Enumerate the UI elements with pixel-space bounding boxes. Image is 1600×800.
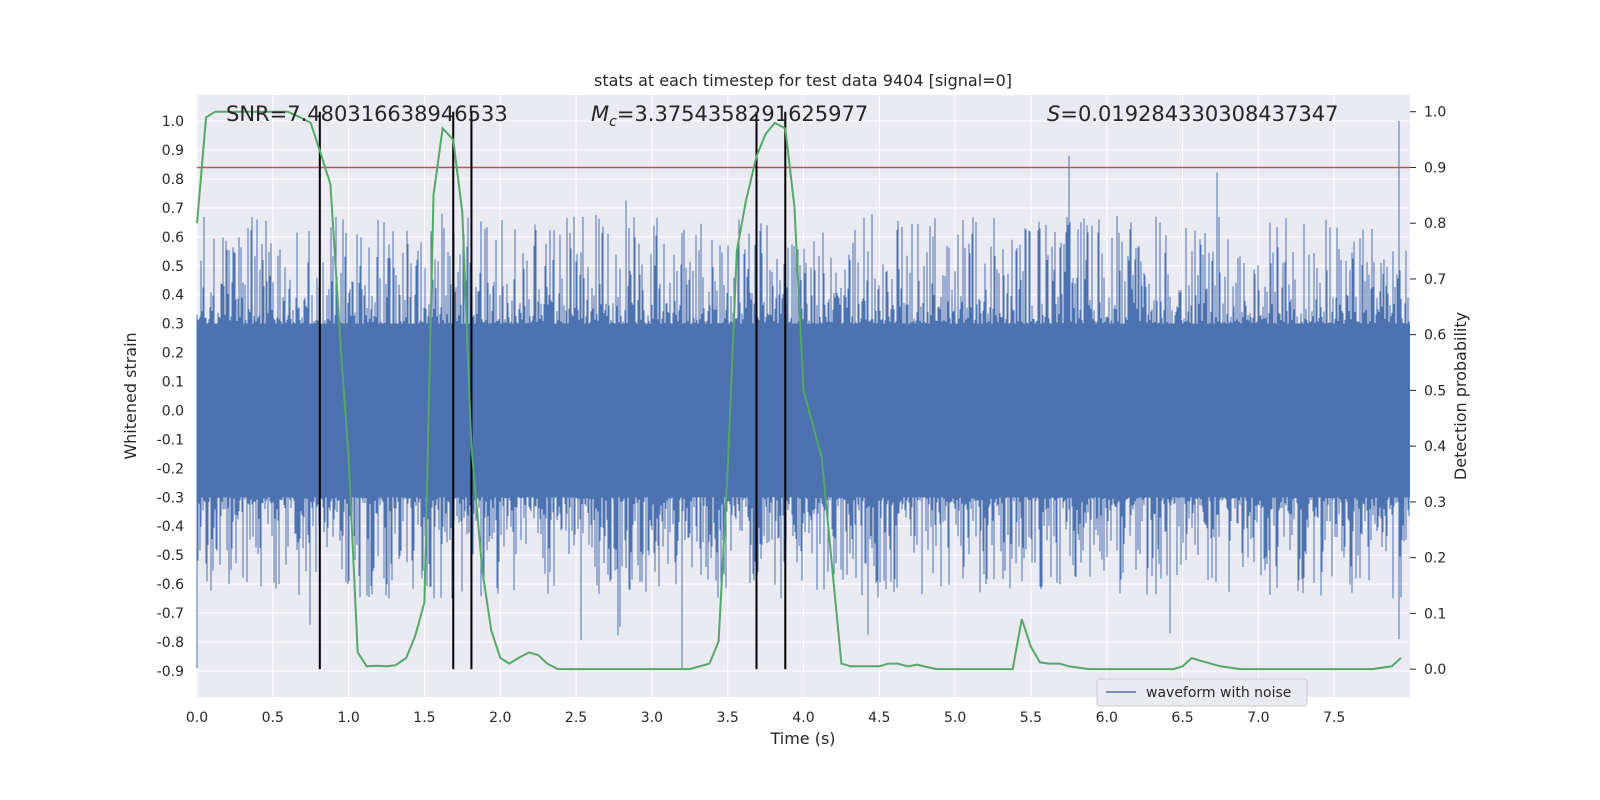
y-tick-label-right: 0.3 [1424, 495, 1446, 511]
legend-label: waveform with noise [1146, 685, 1291, 701]
y-tick-label-right: 0.1 [1424, 606, 1446, 622]
chart-title: stats at each timestep for test data 940… [594, 71, 1012, 90]
y-tick-label-right: 0.6 [1424, 328, 1446, 344]
y-tick-label-right: 0.5 [1424, 383, 1446, 399]
x-tick-label: 6.5 [1171, 710, 1193, 726]
axes: 0.0 0.5 1.0 1.5 2.0 2.5 3.0 3.5 4.0 4.5 5.0 5.5 6.0 6… [157, 105, 1447, 726]
y-tick-label-left: -0.8 [157, 635, 184, 651]
y-tick-label-right: 0.2 [1424, 551, 1446, 567]
s-annotation: S=0.019284330308437347 [1047, 102, 1338, 126]
waveform-series [196, 121, 1410, 669]
waveform-line [196, 121, 1410, 669]
y-tick-label-right: 0.8 [1424, 216, 1446, 232]
y-tick-label-left: 0.5 [162, 259, 184, 275]
y-tick-label-right: 1.0 [1424, 105, 1446, 121]
y-tick-label-left: -0.4 [157, 519, 184, 535]
x-tick-label: 1.0 [337, 710, 359, 726]
x-tick-label: 7.5 [1323, 710, 1345, 726]
y-tick-label-left: -0.6 [157, 577, 184, 593]
mc-symbol: M [591, 102, 609, 126]
y-axis-label-right: Detection probability [1451, 312, 1470, 480]
mc-annotation: Mc=3.3754358291625977 [591, 102, 868, 130]
x-tick-label: 5.0 [944, 710, 966, 726]
x-tick-label: 6.0 [1096, 710, 1118, 726]
x-tick-label: 3.5 [717, 710, 739, 726]
y-tick-label-right: 0.9 [1424, 160, 1446, 176]
x-tick-label: 0.0 [186, 710, 208, 726]
y-tick-label-left: 0.7 [162, 201, 184, 217]
snr-annotation: SNR=7.480316638946533 [226, 102, 508, 126]
y-tick-label-left: -0.7 [157, 606, 184, 622]
y-tick-label-right: 0.7 [1424, 272, 1446, 288]
x-tick-label: 0.5 [262, 710, 284, 726]
x-axis-label: Time (s) [769, 729, 835, 748]
x-tick-label: 5.5 [1020, 710, 1042, 726]
detection-probability-line [196, 110, 1402, 671]
y-tick-label-left: 1.0 [162, 114, 184, 130]
y-tick-label-left: 0.9 [162, 143, 184, 159]
mc-subscript: c [609, 114, 617, 130]
y-tick-label-left: -0.5 [157, 548, 184, 564]
s-value: =0.019284330308437347 [1060, 102, 1338, 126]
mc-value: =3.3754358291625977 [617, 102, 868, 126]
y-tick-label-right: 0.0 [1424, 662, 1446, 678]
y-tick-label-left: 0.0 [162, 403, 184, 419]
x-tick-label: 7.0 [1247, 710, 1269, 726]
vertical-markers [318, 111, 787, 670]
y-tick-label-left: 0.3 [162, 317, 184, 333]
legend: waveform with noise [1096, 678, 1308, 707]
y-tick-label-left: 0.2 [162, 346, 184, 362]
x-tick-label: 3.0 [641, 710, 663, 726]
y-tick-label-left: -0.9 [157, 664, 184, 680]
legend-box [1096, 678, 1308, 707]
x-tick-label: 2.0 [489, 710, 511, 726]
x-tick-label: 2.5 [565, 710, 587, 726]
y-tick-label-left: -0.2 [157, 461, 184, 477]
x-tick-label: 1.5 [413, 710, 435, 726]
y-tick-label-left: -0.1 [157, 432, 184, 448]
y-tick-label-left: 0.1 [162, 375, 184, 391]
y-tick-label-left: -0.3 [157, 490, 184, 506]
x-tick-label: 4.5 [868, 710, 890, 726]
y-tick-label-right: 0.4 [1424, 439, 1446, 455]
s-symbol: S [1047, 102, 1060, 126]
x-tick-label: 4.0 [792, 710, 814, 726]
y-axis-label-left: Whitened strain [121, 332, 140, 459]
y-tick-label-left: 0.4 [162, 288, 184, 304]
y-tick-label-left: 0.6 [162, 230, 184, 246]
y-tick-label-left: 0.8 [162, 172, 184, 188]
